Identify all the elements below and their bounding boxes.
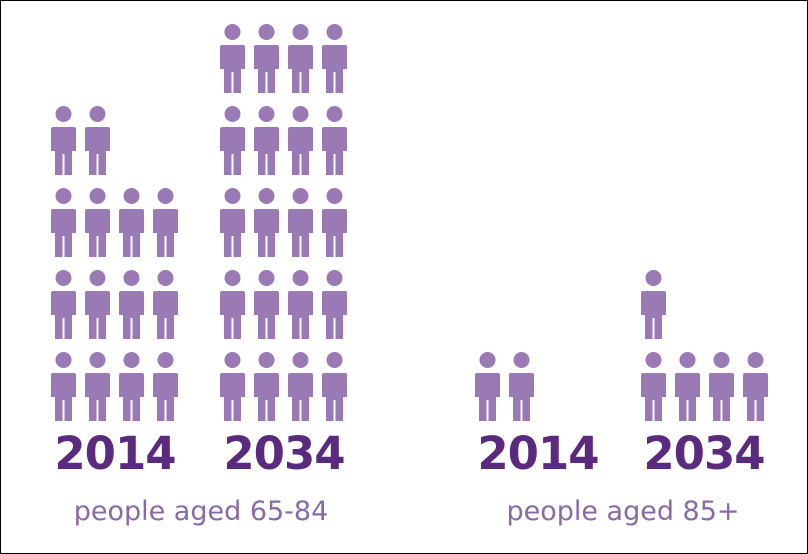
person-icon-0-1-7: [322, 270, 347, 339]
person-icon-0-1-4: [220, 270, 245, 339]
person-icon-0-0-9: [85, 188, 110, 257]
person-icon-0-1-9: [254, 188, 279, 257]
person-icon-0-1-18: [288, 24, 313, 93]
person-icon-0-1-14: [288, 106, 313, 175]
person-icon-1-1-2: [709, 352, 734, 421]
caption-85-plus: people aged 85+: [506, 496, 740, 527]
person-icon-0-0-13: [85, 106, 110, 175]
caption-65-84: people aged 65-84: [73, 496, 329, 527]
person-icon-0-0-10: [119, 188, 144, 257]
year-label-65-84-2014: 2014: [54, 427, 176, 480]
person-icon-0-0-8: [51, 188, 76, 257]
person-icon-1-0-1: [509, 352, 534, 421]
year-label-85-plus-2014: 2014: [477, 427, 599, 480]
person-icon-0-1-17: [254, 24, 279, 93]
person-icon-1-0-0: [475, 352, 500, 421]
person-icon-0-0-11: [153, 188, 178, 257]
person-icon-0-1-19: [322, 24, 347, 93]
person-icon-0-1-10: [288, 188, 313, 257]
person-icon-0-0-7: [153, 270, 178, 339]
person-icon-0-1-3: [322, 352, 347, 421]
person-icon-0-0-5: [85, 270, 110, 339]
person-icon-0-1-12: [220, 106, 245, 175]
person-icon-0-0-3: [153, 352, 178, 421]
person-icon-1-1-3: [743, 352, 768, 421]
person-icon-0-1-15: [322, 106, 347, 175]
person-icon-1-1-1: [675, 352, 700, 421]
person-icon-0-1-6: [288, 270, 313, 339]
person-icon-0-1-2: [288, 352, 313, 421]
person-icon-0-0-6: [119, 270, 144, 339]
person-icon-0-1-5: [254, 270, 279, 339]
person-icon-1-1-0: [641, 352, 666, 421]
person-icon-0-1-0: [220, 352, 245, 421]
person-icon-0-0-12: [51, 106, 76, 175]
person-icon-0-0-0: [51, 352, 76, 421]
year-label-85-plus-2034: 2034: [643, 427, 765, 480]
person-icon-0-0-4: [51, 270, 76, 339]
person-icon-1-1-4: [641, 270, 666, 339]
person-icon-0-1-8: [220, 188, 245, 257]
person-icon-0-1-16: [220, 24, 245, 93]
person-icon-0-1-11: [322, 188, 347, 257]
person-icon-0-0-2: [119, 352, 144, 421]
year-label-65-84-2034: 2034: [223, 427, 345, 480]
person-icon-0-1-13: [254, 106, 279, 175]
person-icon-0-1-1: [254, 352, 279, 421]
person-icon-0-0-1: [85, 352, 110, 421]
